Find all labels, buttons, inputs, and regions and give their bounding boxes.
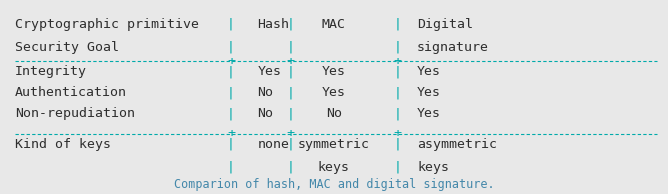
Text: No: No (326, 107, 342, 120)
Text: Security Goal: Security Goal (15, 41, 119, 54)
Text: Yes: Yes (417, 107, 441, 120)
Text: Hash: Hash (257, 18, 289, 31)
Text: Yes: Yes (417, 86, 441, 99)
Text: keys: keys (417, 161, 449, 174)
Text: |: | (227, 18, 235, 31)
Text: |: | (393, 41, 401, 54)
Text: |: | (393, 86, 401, 99)
Text: |: | (227, 65, 235, 78)
Text: |: | (287, 161, 295, 174)
Text: MAC: MAC (322, 18, 346, 31)
Text: Non-repudiation: Non-repudiation (15, 107, 135, 120)
Text: |: | (287, 65, 295, 78)
Text: |: | (393, 138, 401, 151)
Text: Kind of keys: Kind of keys (15, 138, 111, 151)
Text: |: | (227, 107, 235, 120)
Text: +: + (287, 55, 295, 68)
Text: No: No (257, 107, 273, 120)
Text: +: + (287, 127, 295, 140)
Text: Yes: Yes (417, 65, 441, 78)
Text: |: | (227, 161, 235, 174)
Text: Yes: Yes (322, 86, 346, 99)
Text: |: | (287, 138, 295, 151)
Text: |: | (287, 18, 295, 31)
Text: signature: signature (417, 41, 489, 54)
Text: |: | (393, 18, 401, 31)
Text: |: | (227, 138, 235, 151)
Text: none: none (257, 138, 289, 151)
Text: Comparion of hash, MAC and digital signature.: Comparion of hash, MAC and digital signa… (174, 178, 494, 191)
Text: Integrity: Integrity (15, 65, 87, 78)
Text: Cryptographic primitive: Cryptographic primitive (15, 18, 198, 31)
Text: +: + (227, 127, 235, 140)
Text: keys: keys (318, 161, 350, 174)
Text: +: + (393, 55, 401, 68)
Text: asymmetric: asymmetric (417, 138, 497, 151)
Text: +: + (393, 127, 401, 140)
Text: |: | (287, 86, 295, 99)
Text: Yes: Yes (322, 65, 346, 78)
Text: |: | (287, 41, 295, 54)
Text: |: | (287, 107, 295, 120)
Text: +: + (227, 55, 235, 68)
Text: |: | (227, 86, 235, 99)
Text: |: | (393, 107, 401, 120)
Text: No: No (257, 86, 273, 99)
Text: Yes: Yes (257, 65, 281, 78)
Text: |: | (227, 41, 235, 54)
Text: |: | (393, 161, 401, 174)
Text: Digital: Digital (417, 18, 473, 31)
Text: Authentication: Authentication (15, 86, 127, 99)
Text: symmetric: symmetric (298, 138, 370, 151)
Text: |: | (393, 65, 401, 78)
